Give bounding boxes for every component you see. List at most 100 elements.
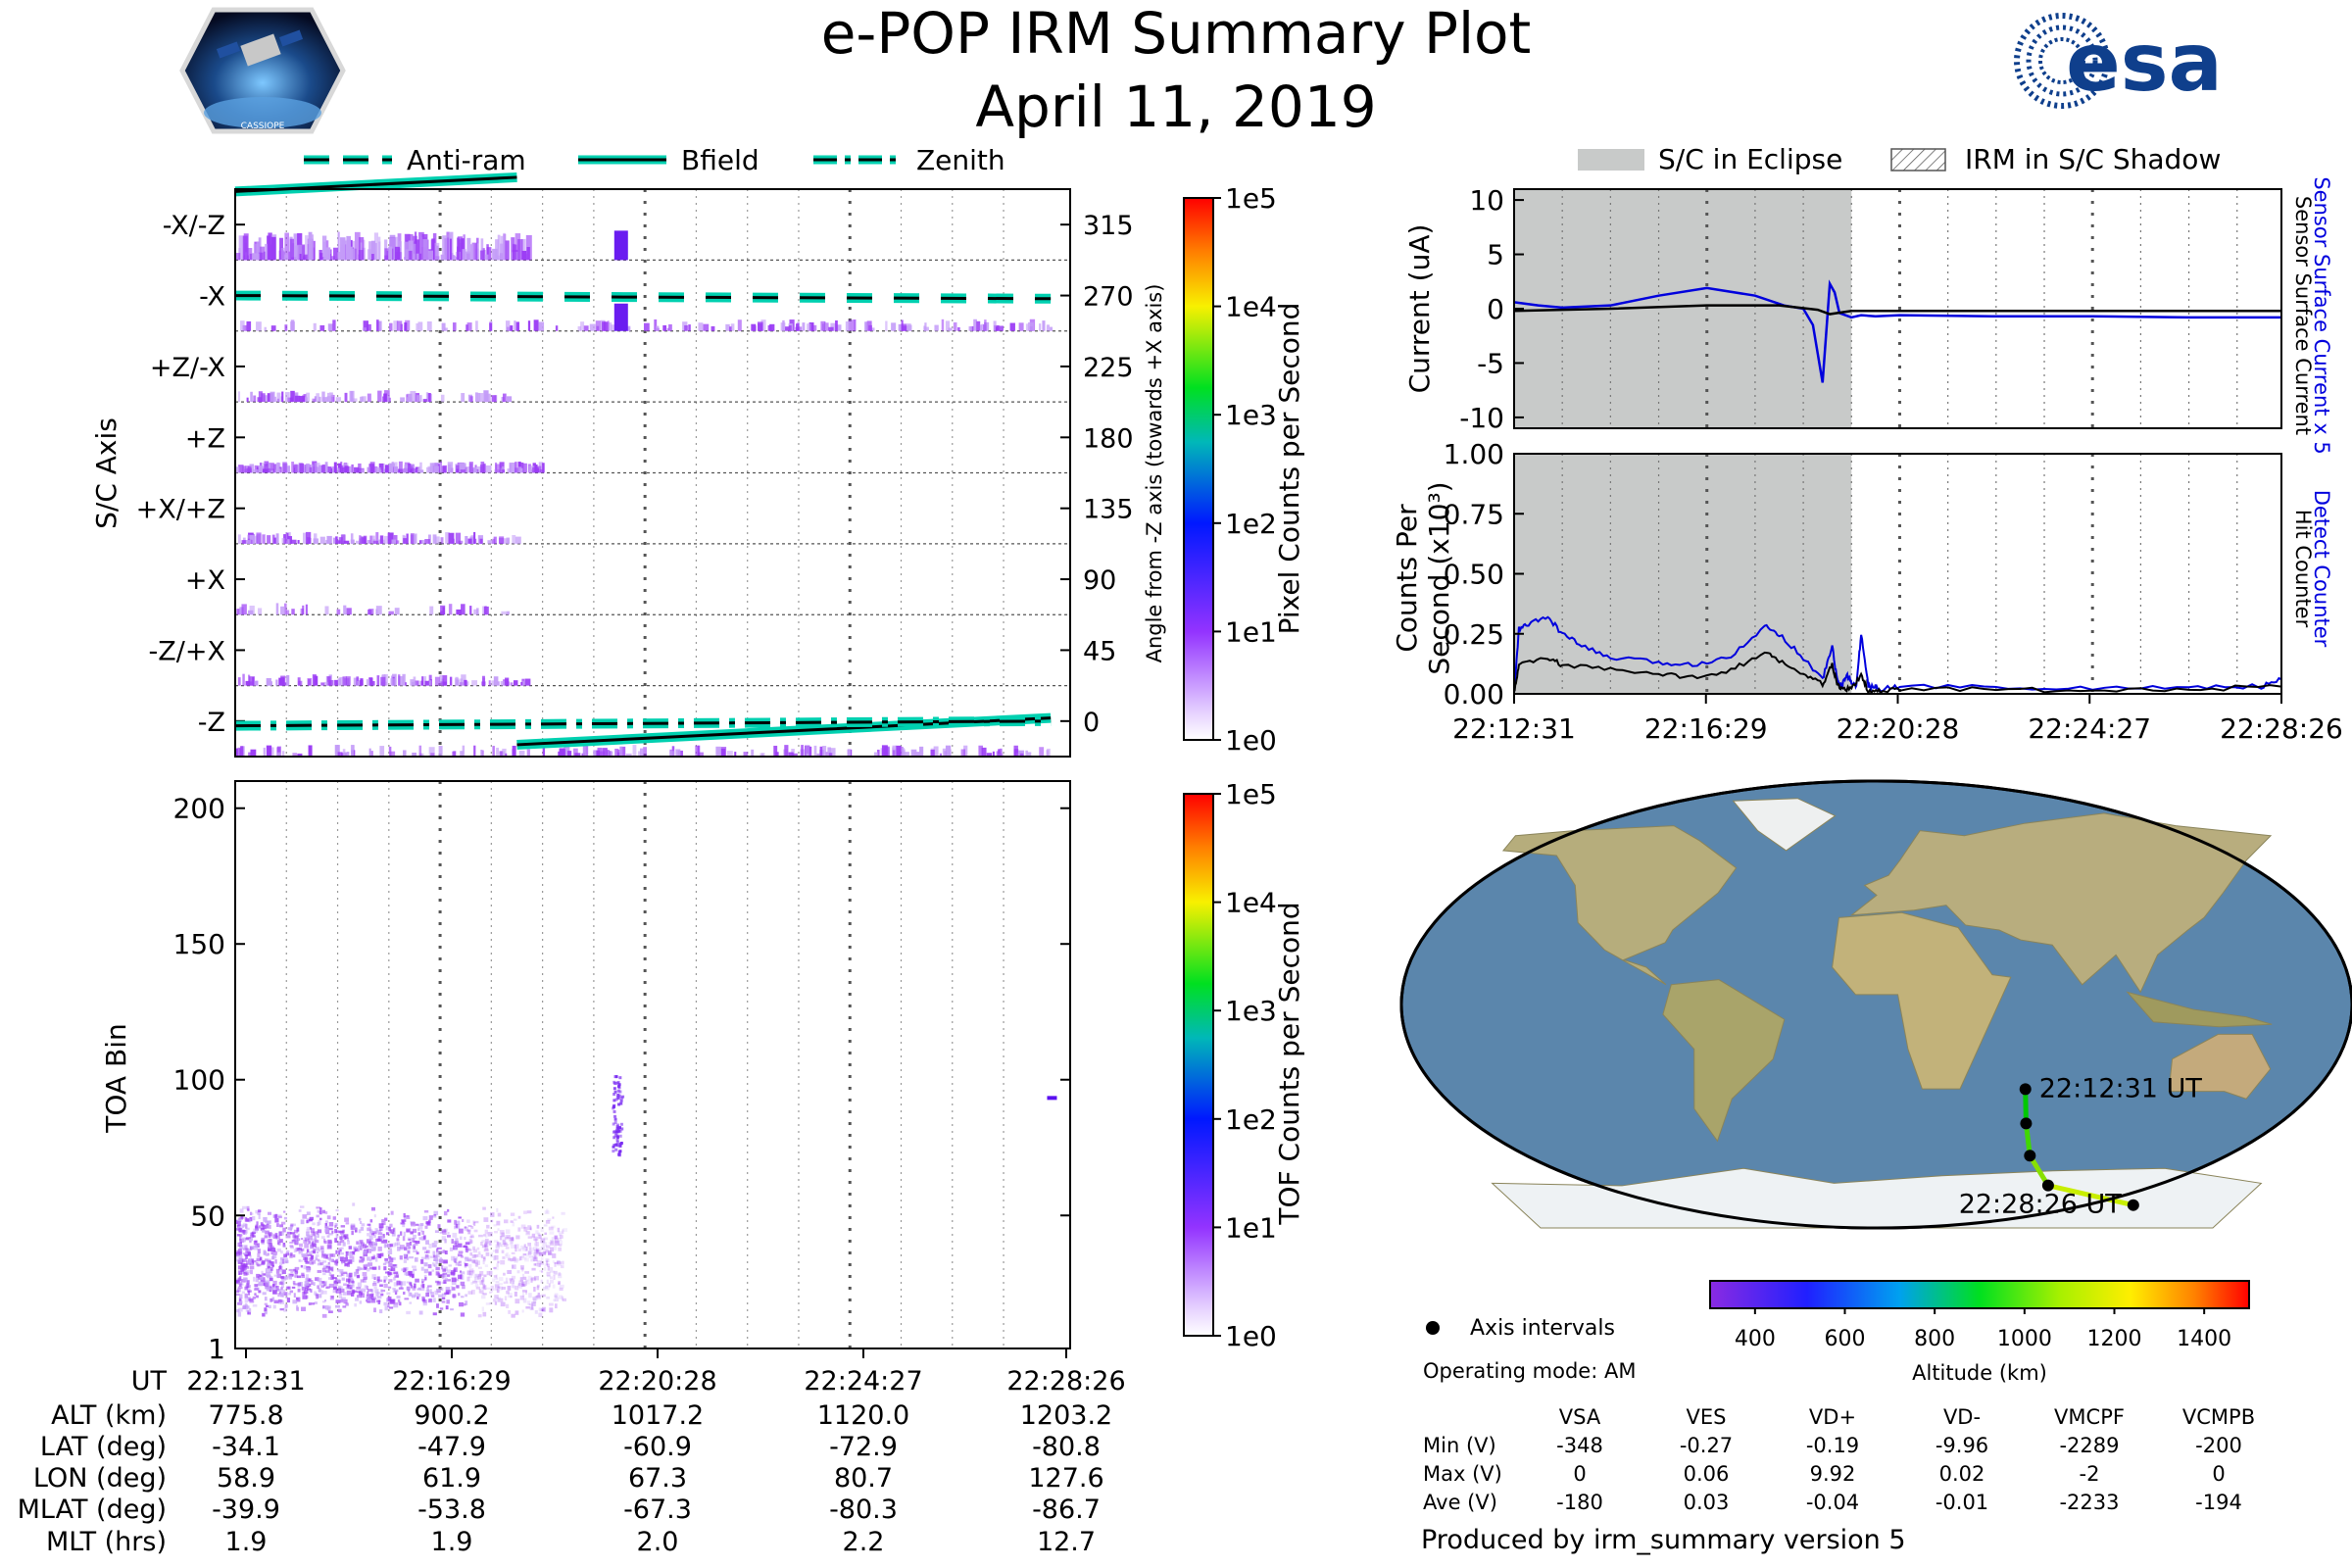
toa-count-pixel [270,1251,274,1255]
toa-count-pixel [237,1277,241,1282]
toa-count-pixel [322,1272,326,1276]
sc-axis-count-pixel [491,680,496,686]
sc-axis-count-pixel [620,746,626,757]
toa-count-pixel [455,1244,459,1249]
toa-count-pixel [416,1288,421,1291]
sc-axis-count-pixel [479,250,484,261]
sc-axis-count-pixel [730,323,735,331]
toa-count-pixel [367,1248,372,1253]
toa-count-pixel [514,1286,519,1291]
sc-axis-count-pixel [1039,747,1045,757]
sc-axis-count-pixel [986,753,993,757]
toa-count-pixel [321,1281,325,1284]
toa-count-pixel [376,1252,380,1258]
toa-count-pixel [559,1295,564,1299]
toa-count-pixel [283,1276,288,1280]
toa-count-pixel [339,1250,342,1252]
toa-count-pixel [305,1278,309,1283]
toa-count-pixel [555,1297,560,1302]
sc-axis-count-pixel [312,398,316,403]
toa-count-pixel [369,1219,373,1223]
toa-count-pixel [311,1259,317,1264]
toa-count-pixel [442,1230,447,1235]
sc-axis-count-pixel [948,327,953,331]
sc-axis-count-pixel [521,238,526,261]
toa-burst-pixel [617,1102,621,1106]
sc-axis-count-pixel [829,748,836,757]
sc-axis-count-pixel [610,324,615,331]
toa-count-pixel [481,1306,484,1312]
toa-count-pixel [335,1250,338,1254]
toa-count-pixel [368,1297,373,1300]
toa-count-pixel [403,1247,408,1251]
toa-burst-pixel [619,1102,623,1105]
stats-value: -0.01 [1936,1491,1988,1514]
toa-count-pixel [246,1248,249,1251]
toa-count-pixel [446,1274,451,1277]
toa-count-pixel [423,1210,429,1213]
sc-axis-count-pixel [280,247,285,261]
toa-count-pixel [450,1308,454,1311]
sc-axis-count-pixel [497,234,501,261]
toa-count-pixel [377,1279,383,1283]
toa-count-pixel [271,1285,275,1289]
sc-axis-count-pixel [524,678,531,686]
sc-axis-count-pixel [488,680,491,686]
stats-value: -2 [2080,1462,2100,1486]
toa-count-pixel [283,1216,288,1220]
toa-burst-pixel [614,1143,618,1147]
toa-count-pixel [536,1250,539,1253]
sc-axis-count-pixel [373,232,379,261]
sc-axis-count-pixel [406,533,409,544]
toa-count-pixel [470,1234,474,1238]
toa-count-pixel [552,1216,555,1219]
toa-count-pixel [511,1313,515,1318]
toa-count-pixel [238,1218,241,1222]
toa-count-pixel [308,1302,312,1305]
toa-count-pixel [238,1255,243,1259]
sc-axis-count-pixel [904,752,909,757]
toa-count-pixel [527,1236,533,1239]
toa-count-pixel [517,1249,521,1251]
toa-count-pixel [338,1231,344,1234]
toa-count-pixel [326,1253,329,1256]
altitude-colorbar-label: Altitude (km) [1912,1361,2047,1385]
sc-axis-count-pixel [434,676,440,686]
sc-axis-count-pixel [272,469,276,473]
toa-count-pixel [360,1279,365,1283]
toa-burst-pixel [618,1129,622,1133]
toa-count-pixel [441,1300,446,1303]
toa-count-pixel [286,1231,292,1235]
toa-count-pixel [258,1225,262,1229]
toa-count-pixel [454,1257,457,1263]
toa-count-pixel [273,1251,278,1255]
sc-axis-count-pixel [514,536,521,544]
toa-count-pixel [317,1269,322,1273]
toa-count-pixel [279,1256,285,1262]
sc-axis-count-pixel [238,235,244,261]
toa-count-pixel [292,1268,297,1272]
toa-count-pixel [244,1230,249,1234]
toa-count-pixel [384,1257,389,1261]
angle-tick-label: 180 [1083,423,1134,454]
sc-axis-count-pixel [281,751,285,757]
hit-counter-label: Hit Counter [2291,510,2315,628]
toa-count-pixel [366,1239,371,1244]
sc-axis-count-pixel [492,538,495,544]
toa-count-pixel [303,1265,307,1270]
toa-count-pixel [237,1248,242,1253]
sc-axis-count-pixel [267,746,272,757]
sc-axis-count-pixel [480,238,484,261]
toa-count-pixel [410,1221,416,1225]
sc-axis-count-pixel [306,463,310,473]
toa-count-pixel [531,1278,536,1282]
toa-count-pixel [318,1210,322,1215]
sc-axis-count-pixel [405,682,408,686]
toa-count-pixel [489,1291,492,1294]
toa-count-pixel [339,1269,344,1274]
toa-count-pixel [424,1225,428,1229]
sc-axis-count-pixel [528,466,535,473]
sc-axis-count-pixel [332,537,336,544]
toa-count-pixel [495,1247,500,1250]
toa-count-pixel [270,1266,273,1271]
